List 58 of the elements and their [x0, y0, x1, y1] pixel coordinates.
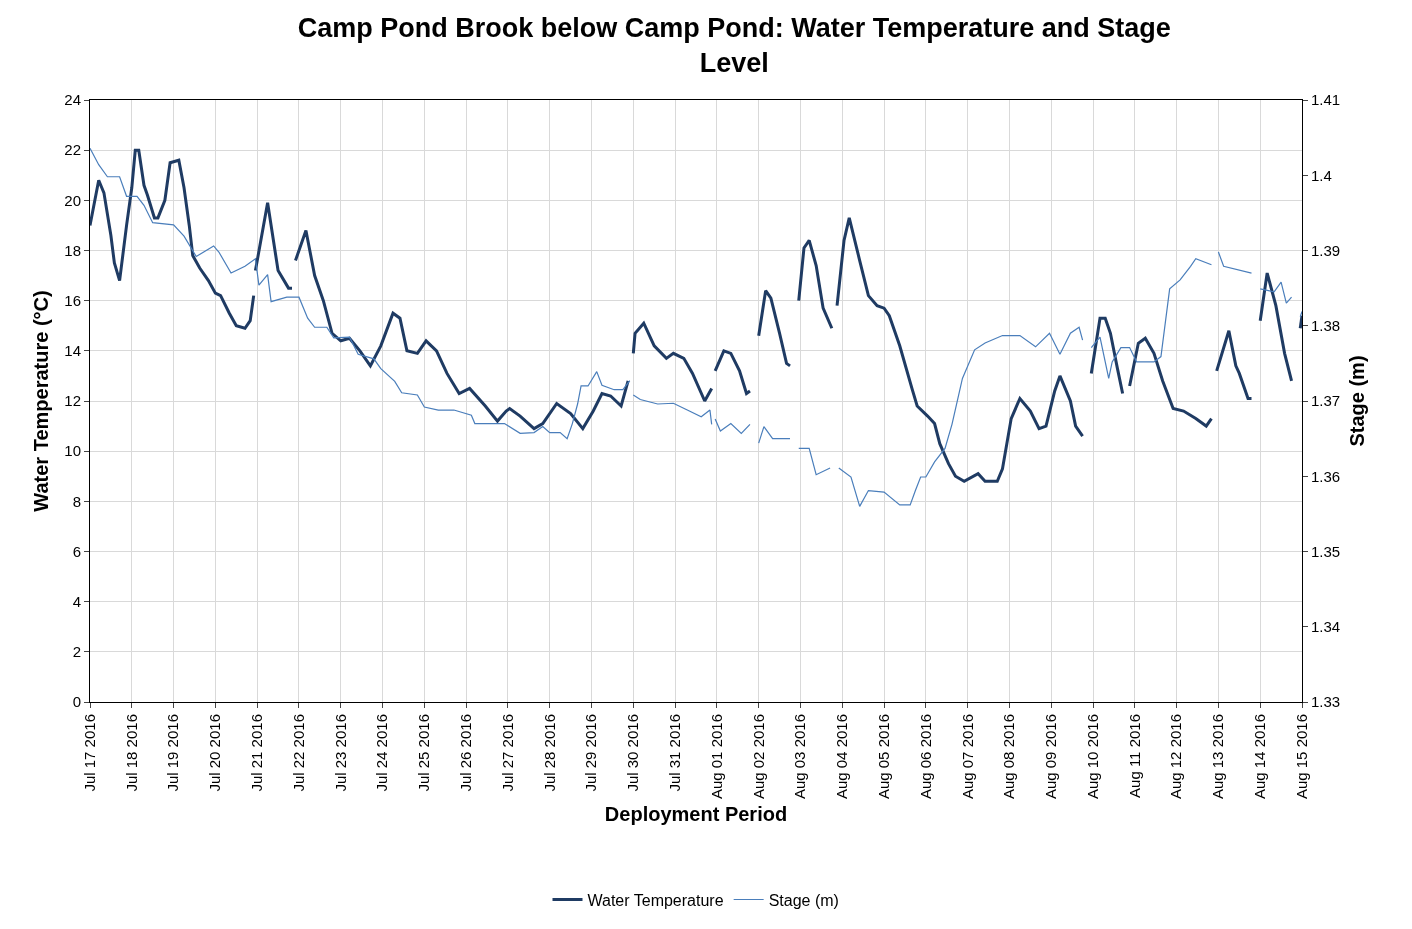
x-tick-label: Aug 02 2016 — [749, 714, 767, 800]
x-tick-label: Jul 22 2016 — [289, 714, 307, 792]
x-tick-label: Aug 04 2016 — [833, 714, 851, 800]
x-tick-label: Aug 03 2016 — [791, 714, 809, 800]
x-tick-label: Aug 08 2016 — [1000, 714, 1018, 800]
y-tick-label: 12 — [64, 392, 81, 410]
y2-tick-label: 1.41 — [1311, 91, 1341, 109]
x-tick-label: Jul 31 2016 — [665, 714, 683, 792]
x-axis-title: Deployment Period — [604, 802, 788, 825]
y-tick-label: 14 — [64, 342, 81, 360]
y2-tick-label: 1.37 — [1311, 392, 1341, 410]
x-tick-label: Jul 30 2016 — [624, 714, 642, 792]
y-tick-label: 10 — [64, 442, 81, 460]
y-tick-label: 4 — [72, 592, 81, 610]
y-tick-label: 18 — [64, 241, 81, 259]
x-tick-label: Jul 18 2016 — [122, 714, 140, 792]
y2-axis-title: Stage (m) — [1345, 355, 1368, 447]
y2-tick-label: 1.39 — [1311, 241, 1341, 259]
x-tick-label: Jul 19 2016 — [164, 714, 182, 792]
y-axis-title: Water Temperature (°C) — [29, 290, 52, 512]
y2-tick-label: 1.33 — [1311, 693, 1341, 711]
x-tick-label: Jul 20 2016 — [206, 714, 224, 792]
y-tick-label: 0 — [72, 693, 81, 711]
x-tick-label: Aug 07 2016 — [958, 714, 976, 800]
x-tick-label: Jul 25 2016 — [415, 714, 433, 792]
x-tick-label: Aug 11 2016 — [1125, 714, 1143, 798]
chart-title: Camp Pond Brook below Camp Pond: Water Temperature and Stage Level — [297, 13, 1171, 79]
x-tick-label: Jul 17 2016 — [80, 714, 98, 792]
y-tick-label: 2 — [72, 643, 81, 661]
y-tick-label: 6 — [72, 542, 81, 560]
y-tick-label: 20 — [64, 191, 81, 209]
x-tick-label: Aug 13 2016 — [1209, 714, 1227, 800]
x-tick-label: Aug 10 2016 — [1083, 714, 1101, 800]
legend-label: Water Temperature — [587, 891, 724, 909]
y-tick-label: 8 — [72, 492, 81, 510]
y2-tick-label: 1.36 — [1311, 467, 1341, 485]
y2-tick-label: 1.4 — [1311, 166, 1332, 184]
y2-tick-label: 1.38 — [1311, 317, 1341, 334]
x-tick-label: Jul 26 2016 — [457, 714, 475, 792]
x-tick-label: Aug 14 2016 — [1251, 714, 1269, 800]
x-tick-label: Jul 24 2016 — [373, 714, 391, 792]
x-tick-label: Jul 27 2016 — [498, 714, 516, 792]
y-tick-label: 24 — [64, 91, 81, 109]
x-tick-label: Jul 28 2016 — [540, 714, 558, 792]
x-tick-label: Aug 05 2016 — [874, 714, 892, 800]
y2-tick-label: 1.35 — [1311, 542, 1341, 560]
legend-label: Stage (m) — [768, 891, 839, 909]
x-tick-label: Aug 12 2016 — [1167, 714, 1185, 800]
x-tick-label: Aug 06 2016 — [916, 714, 934, 800]
x-tick-label: Aug 15 2016 — [1292, 714, 1310, 800]
x-tick-label: Jul 29 2016 — [582, 714, 600, 792]
x-tick-label: Jul 23 2016 — [331, 714, 349, 792]
x-tick-label: Aug 09 2016 — [1042, 714, 1060, 800]
x-tick-label: Aug 01 2016 — [707, 714, 725, 800]
x-tick-label: Jul 21 2016 — [248, 714, 266, 792]
y2-tick-label: 1.34 — [1311, 618, 1341, 635]
y-tick-label: 22 — [64, 141, 81, 159]
y-tick-label: 16 — [64, 291, 81, 309]
